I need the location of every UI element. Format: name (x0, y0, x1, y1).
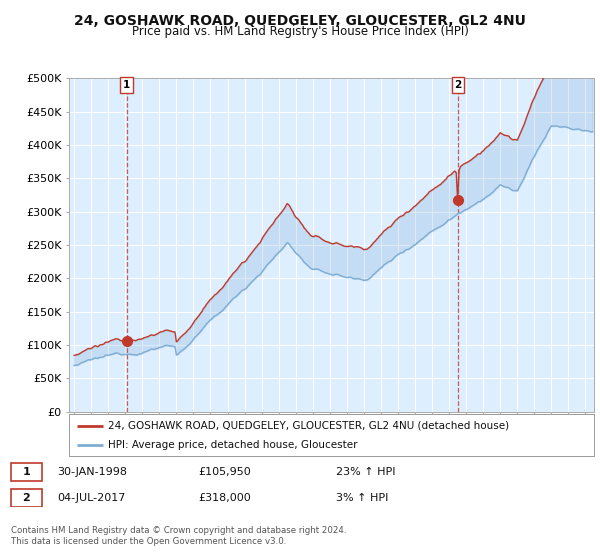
Text: Contains HM Land Registry data © Crown copyright and database right 2024.
This d: Contains HM Land Registry data © Crown c… (11, 526, 346, 546)
Text: Price paid vs. HM Land Registry's House Price Index (HPI): Price paid vs. HM Land Registry's House … (131, 25, 469, 38)
Text: 24, GOSHAWK ROAD, QUEDGELEY, GLOUCESTER, GL2 4NU (detached house): 24, GOSHAWK ROAD, QUEDGELEY, GLOUCESTER,… (109, 421, 509, 431)
FancyBboxPatch shape (11, 489, 42, 507)
Text: 3% ↑ HPI: 3% ↑ HPI (336, 493, 388, 503)
Text: 04-JUL-2017: 04-JUL-2017 (57, 493, 125, 503)
Text: 23% ↑ HPI: 23% ↑ HPI (336, 467, 395, 477)
Text: 1: 1 (123, 80, 130, 90)
Text: £318,000: £318,000 (198, 493, 251, 503)
Text: 2: 2 (454, 80, 461, 90)
Text: HPI: Average price, detached house, Gloucester: HPI: Average price, detached house, Glou… (109, 440, 358, 450)
FancyBboxPatch shape (11, 463, 42, 481)
Text: £105,950: £105,950 (198, 467, 251, 477)
Text: 30-JAN-1998: 30-JAN-1998 (57, 467, 127, 477)
Text: 1: 1 (23, 467, 30, 477)
Text: 24, GOSHAWK ROAD, QUEDGELEY, GLOUCESTER, GL2 4NU: 24, GOSHAWK ROAD, QUEDGELEY, GLOUCESTER,… (74, 14, 526, 28)
Text: 2: 2 (23, 493, 30, 503)
